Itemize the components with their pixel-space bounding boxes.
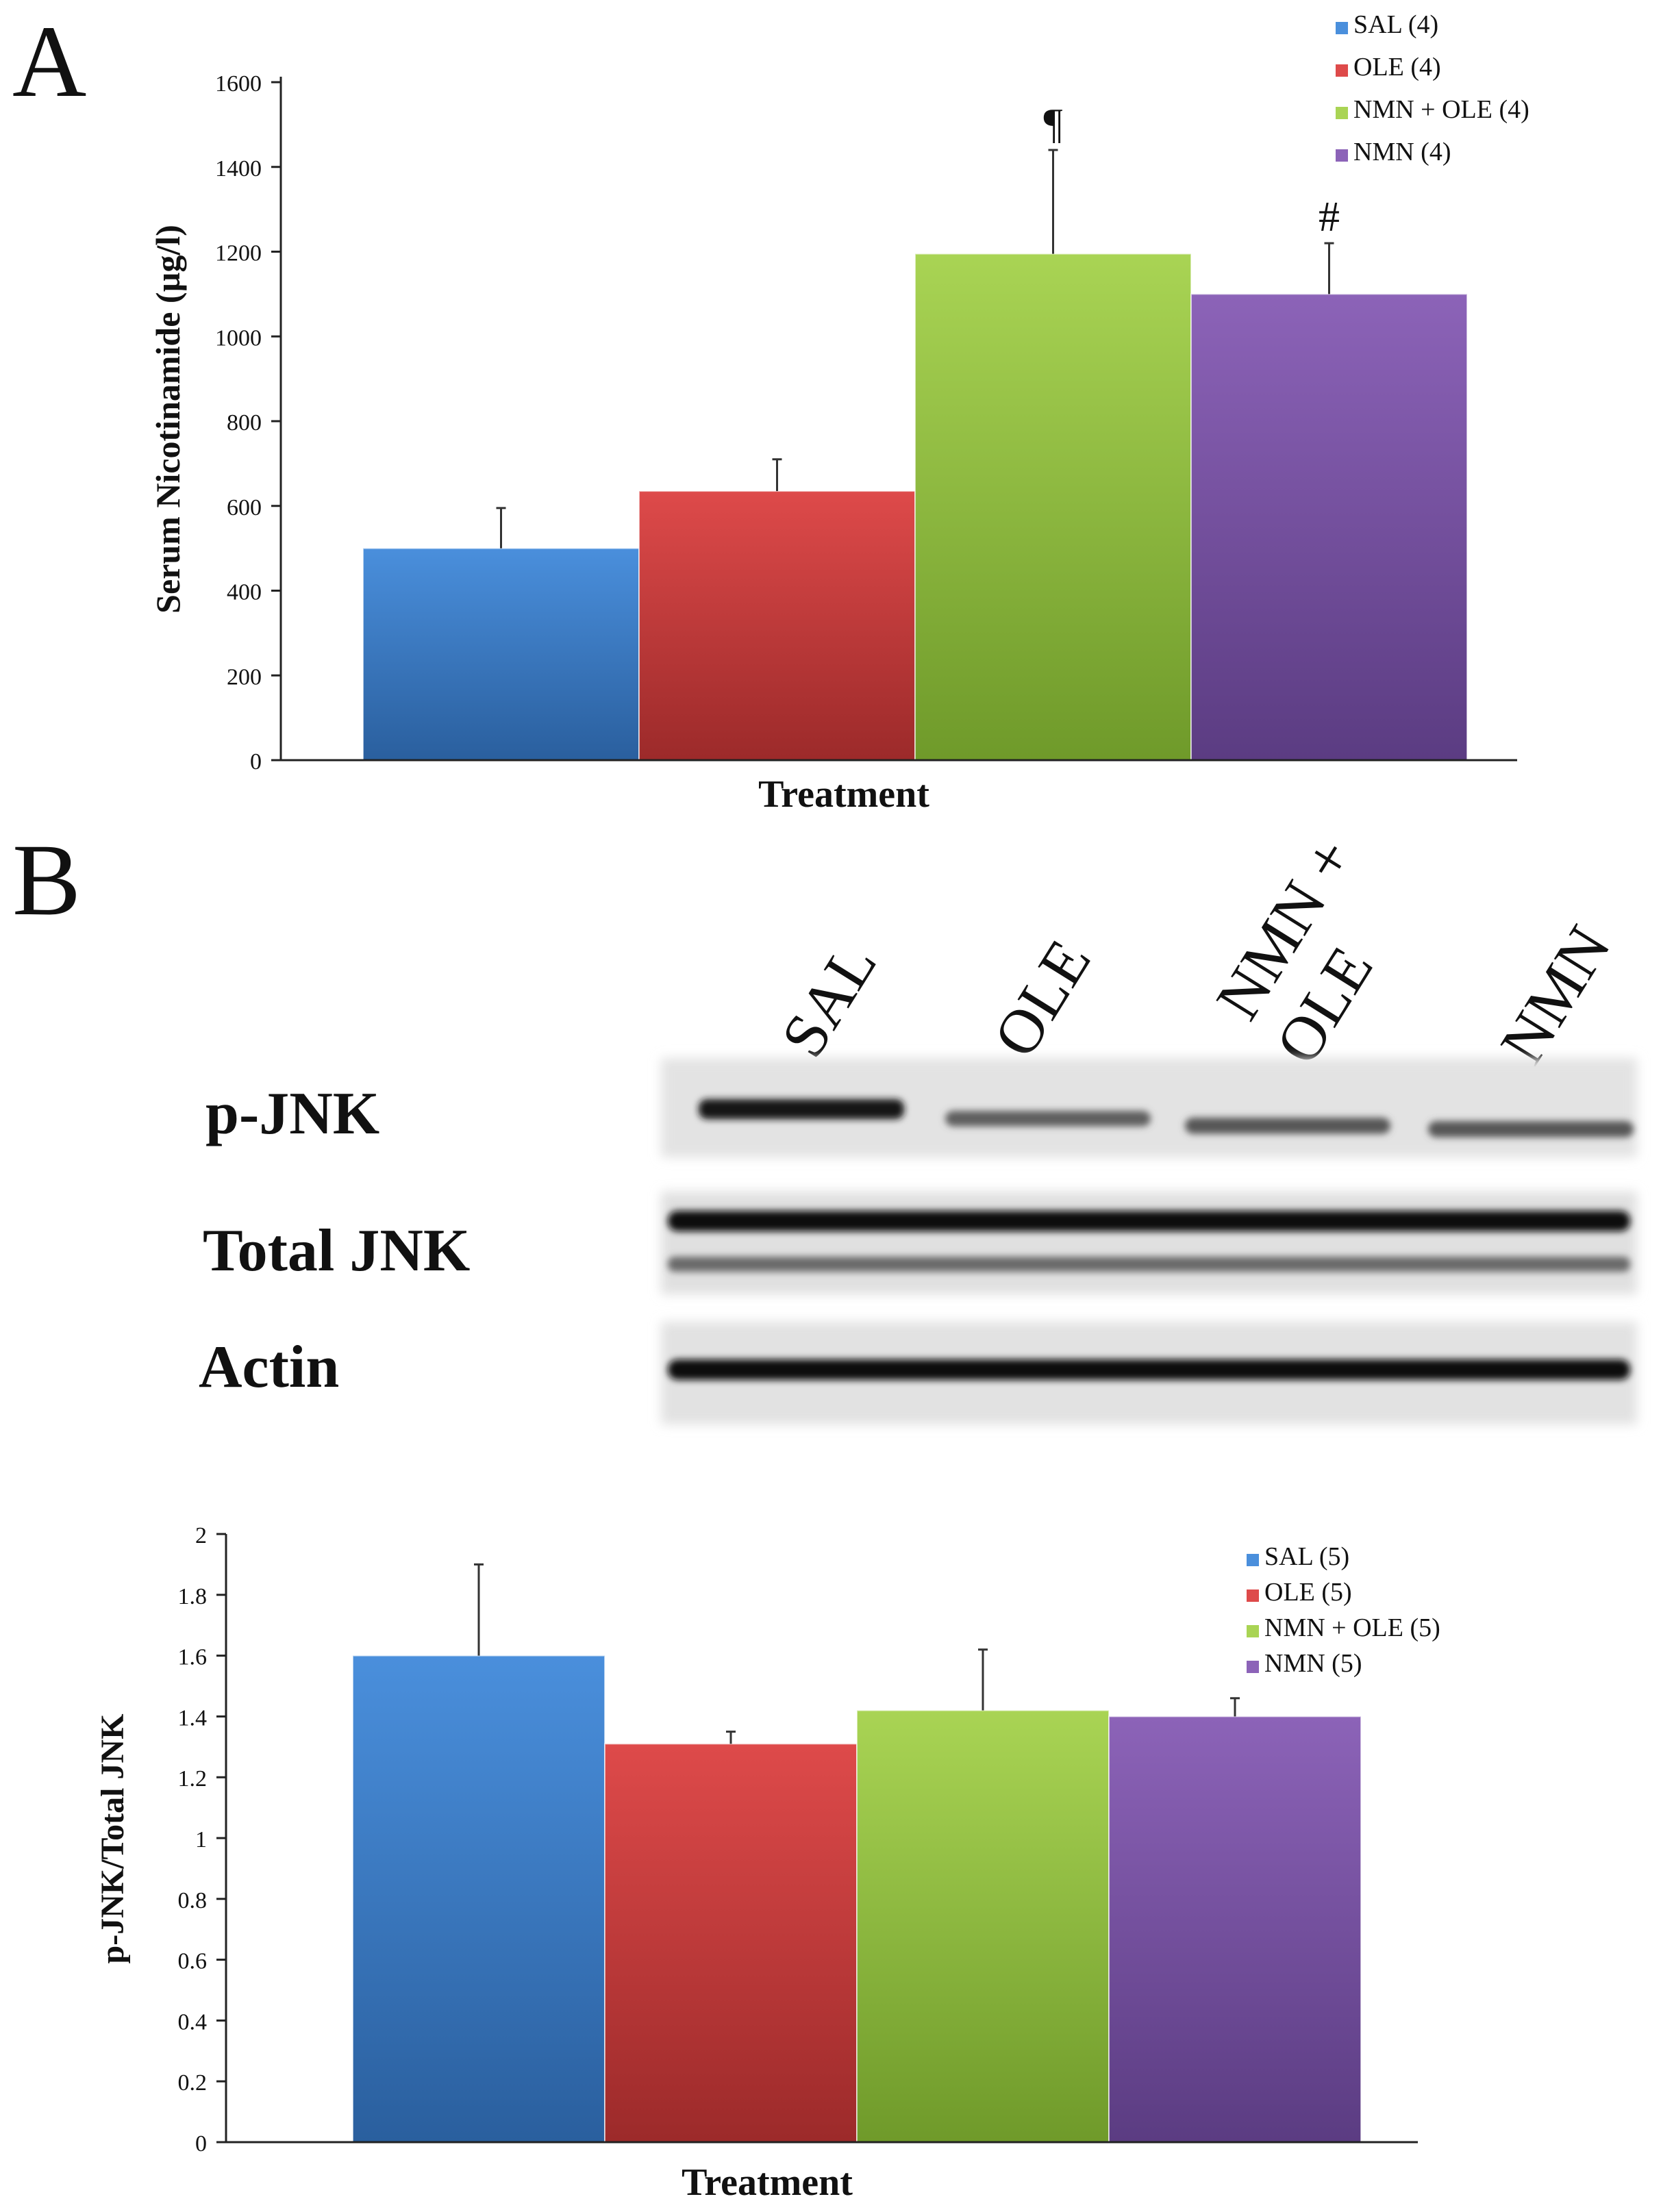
chart-a-x-axis-label: Treatment bbox=[758, 773, 929, 816]
y-tick-label: 1.8 bbox=[178, 1584, 208, 1609]
chart-b-x-axis-label: Treatment bbox=[682, 2161, 853, 2204]
lane-label-nmn: NMN bbox=[1486, 914, 1623, 1075]
legend-label-sal: SAL (4) bbox=[1353, 10, 1438, 39]
y-tick-label: 1 bbox=[195, 1827, 207, 1852]
legend-label-nmn-ole: NMN + OLE (4) bbox=[1353, 95, 1529, 124]
western-blot: SAL OLE NMN + OLE NMN p-JNK Total JNK Ac… bbox=[199, 826, 1637, 1424]
y-tick-label: 1600 bbox=[215, 71, 262, 97]
legend-swatch-nmn-ole bbox=[1336, 107, 1348, 119]
y-tick-label: 0 bbox=[250, 749, 262, 775]
chart-b-bars bbox=[352, 1655, 1362, 2144]
y-tick-label: 1.4 bbox=[178, 1705, 208, 1731]
y-tick-label: 2 bbox=[195, 1523, 207, 1548]
chart-b-y-ticks: 0 0.2 0.4 0.6 0.8 1 1.2 1.4 1.6 1.8 2 bbox=[178, 1523, 226, 2157]
legend-label-ole: OLE (4) bbox=[1353, 53, 1441, 81]
y-tick-label: 200 bbox=[227, 664, 262, 690]
legend-swatch-ole bbox=[1336, 64, 1348, 77]
chart-a-y-axis-label: Serum Nicotinamide (µg/l) bbox=[149, 225, 187, 614]
chart-b: 0 0.2 0.4 0.6 0.8 1 1.2 1.4 1.6 1.8 2 p-JNK/Total … bbox=[95, 1523, 1440, 2204]
p-jnk-band-2 bbox=[945, 1111, 1151, 1127]
legend-swatch-nmn bbox=[1336, 149, 1348, 162]
total-jnk-band-lower bbox=[668, 1257, 1630, 1272]
y-tick-label: 0.6 bbox=[178, 1949, 208, 1974]
y-tick-label: 0 bbox=[195, 2131, 207, 2157]
y-tick-label: 1000 bbox=[215, 325, 262, 351]
y-tick-label: 800 bbox=[227, 410, 262, 436]
bar-ole bbox=[604, 1743, 858, 2144]
lane-label-ole: OLE bbox=[979, 928, 1103, 1069]
legend-swatch-ole bbox=[1247, 1589, 1259, 1602]
bar-sal bbox=[362, 547, 640, 761]
y-tick-label: 0.2 bbox=[178, 2070, 208, 2096]
row-label-actin: Actin bbox=[199, 1334, 339, 1400]
y-tick-label: 0.8 bbox=[178, 1888, 208, 1913]
y-tick-label: 400 bbox=[227, 580, 262, 605]
actin-bands bbox=[668, 1359, 1630, 1380]
p-jnk-band-1 bbox=[699, 1099, 904, 1120]
legend-swatch-sal bbox=[1336, 22, 1348, 34]
bar-nmn bbox=[1108, 1715, 1362, 2143]
legend-swatch-nmn-ole bbox=[1247, 1625, 1259, 1637]
bar-nmn-ole bbox=[914, 253, 1192, 761]
chart-b-y-axis-label: p-JNK/Total JNK bbox=[95, 1714, 131, 1964]
panel-b-letter: B bbox=[12, 823, 81, 937]
blot-strip-total-jnk bbox=[661, 1192, 1637, 1294]
y-tick-label: 1.6 bbox=[178, 1645, 208, 1670]
y-tick-label: 1200 bbox=[215, 241, 262, 266]
y-tick-label: 1400 bbox=[215, 156, 262, 181]
bar-sal bbox=[352, 1655, 605, 2144]
chart-b-error-bars bbox=[474, 1563, 1240, 1744]
significance-mark-nmn-ole: ¶ bbox=[1043, 101, 1062, 147]
chart-a-legend: SAL (4) OLE (4) NMN + OLE (4) NMN (4) bbox=[1336, 10, 1529, 166]
legend-label-nmn: NMN (5) bbox=[1264, 1649, 1362, 1678]
legend-label-nmn: NMN (4) bbox=[1353, 138, 1451, 166]
chart-a-error-bars: ¶# bbox=[496, 101, 1340, 549]
legend-swatch-nmn bbox=[1247, 1661, 1259, 1673]
bar-nmn-ole bbox=[856, 1709, 1110, 2143]
chart-b-legend: SAL (5) OLE (5) NMN + OLE (5) NMN (5) bbox=[1247, 1542, 1440, 1678]
chart-a-y-ticks: 0 200 400 600 800 1000 1200 1400 1600 bbox=[215, 71, 281, 775]
legend-label-sal: SAL (5) bbox=[1264, 1542, 1349, 1571]
y-tick-label: 0.4 bbox=[178, 2009, 208, 2035]
bar-ole bbox=[638, 490, 916, 761]
significance-mark-nmn: # bbox=[1319, 194, 1340, 240]
legend-swatch-sal bbox=[1247, 1554, 1259, 1566]
panel-a-letter: A bbox=[12, 5, 86, 118]
y-tick-label: 1.2 bbox=[178, 1766, 208, 1792]
chart-a-bars bbox=[362, 253, 1468, 761]
total-jnk-band-upper bbox=[668, 1211, 1630, 1231]
legend-label-nmn-ole: NMN + OLE (5) bbox=[1264, 1613, 1440, 1642]
p-jnk-band-4 bbox=[1428, 1121, 1634, 1138]
actin-band bbox=[668, 1359, 1630, 1380]
legend-label-ole: OLE (5) bbox=[1264, 1578, 1352, 1607]
row-label-total-jnk: Total JNK bbox=[203, 1218, 470, 1284]
p-jnk-bands bbox=[699, 1099, 1634, 1138]
total-jnk-bands bbox=[668, 1211, 1630, 1272]
y-tick-label: 600 bbox=[227, 495, 262, 520]
row-label-p-jnk: p-JNK bbox=[205, 1081, 379, 1147]
lane-label-sal: SAL bbox=[767, 931, 890, 1068]
p-jnk-band-3 bbox=[1185, 1118, 1390, 1134]
bar-nmn bbox=[1190, 293, 1468, 761]
